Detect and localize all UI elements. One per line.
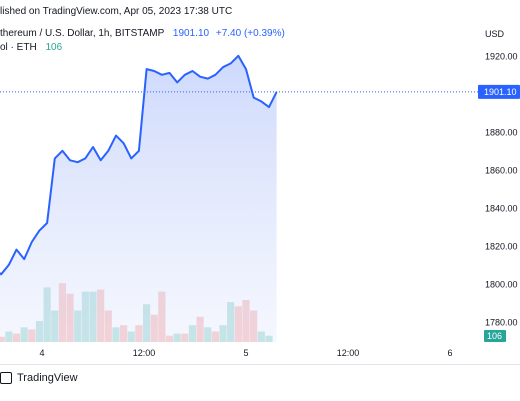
- x-tick-label: 6: [447, 348, 452, 358]
- y-tick-label: 1840.00: [485, 203, 518, 213]
- brand-label: TradingView: [17, 372, 78, 384]
- symbol-legend[interactable]: thereum / U.S. Dollar, 1h, BITSTAMP 1901…: [0, 28, 285, 39]
- tradingview-logo-icon: [0, 372, 12, 384]
- tradingview-logo[interactable]: TradingView: [0, 372, 78, 384]
- x-tick-label: 12:00: [337, 348, 360, 358]
- symbol-title: thereum / U.S. Dollar, 1h, BITSTAMP: [0, 28, 165, 39]
- currency-label: USD: [485, 29, 505, 39]
- x-tick-label: 4: [39, 348, 44, 358]
- published-note: lished on TradingView.com, Apr 05, 2023 …: [0, 6, 233, 17]
- y-tick-label: 1820.00: [485, 241, 518, 251]
- y-tick-label: 1880.00: [485, 127, 518, 137]
- x-tick-label: 5: [243, 348, 248, 358]
- volume-badge-label: 106: [487, 331, 502, 341]
- chart-header: lished on TradingView.com, Apr 05, 2023 …: [0, 0, 520, 60]
- price-line: [0, 54, 278, 276]
- price-change: +7.40 (+0.39%): [215, 28, 285, 39]
- volume-legend[interactable]: ol · ETH 106: [0, 42, 62, 53]
- y-tick-label: 1780.00: [485, 317, 518, 327]
- footer: [0, 364, 520, 401]
- price-chart[interactable]: 1780.00 1800.00 1820.00 1840.00 1860.00 1880.…: [0, 0, 520, 364]
- x-tick-label: 12:00: [133, 348, 156, 358]
- last-price: 1901.10: [172, 28, 210, 39]
- y-tick-label: 1800.00: [485, 279, 518, 289]
- price-badge: 1901.10: [478, 84, 520, 99]
- x-axis[interactable]: 4 12:00 5 12:00 6: [39, 348, 452, 358]
- y-tick-label: 1860.00: [485, 165, 518, 175]
- y-tick-label: 1920.00: [485, 51, 518, 61]
- volume-value: 106: [45, 42, 63, 53]
- price-area: [0, 55, 277, 342]
- volume-title: ol · ETH: [0, 42, 37, 53]
- volume-badge: 106: [484, 330, 506, 342]
- price-badge-label: 1901.10: [484, 87, 517, 97]
